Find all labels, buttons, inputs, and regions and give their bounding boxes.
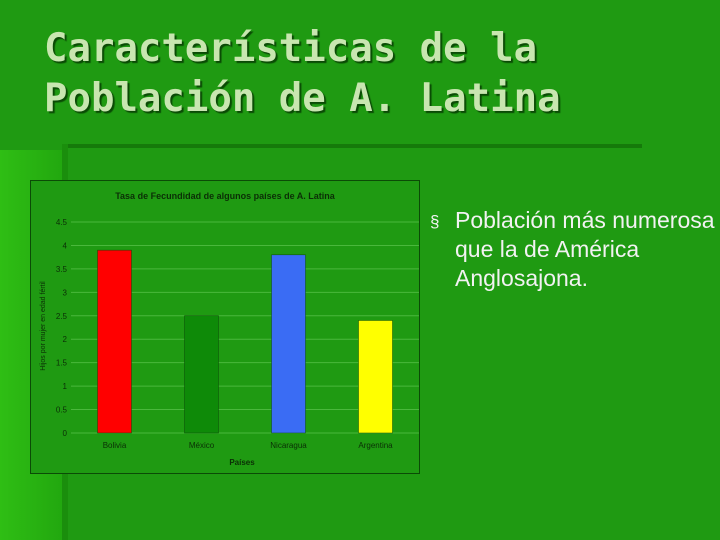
chart-y-ticks: 0 0.5 1 1.5 2 2.5 3 3.5 4 4.5 <box>56 218 68 438</box>
chart-bars <box>97 249 393 434</box>
y-tick-label: 1.5 <box>56 359 68 368</box>
y-tick-label: 0.5 <box>56 406 68 415</box>
y-tick-label: 2 <box>63 335 68 344</box>
bullet-text: Población más numerosa que la de América… <box>455 207 715 291</box>
bar-2 <box>271 254 306 434</box>
y-tick-label: 2.5 <box>56 312 68 321</box>
slide-title-line-1: Características de la <box>44 26 538 71</box>
bar-1 <box>184 315 219 434</box>
slide-title-line-2: Población de A. Latina <box>44 76 561 121</box>
y-tick-label: 4.5 <box>56 218 68 227</box>
y-tick-label: 3.5 <box>56 265 68 274</box>
x-tick-label: México <box>189 441 215 450</box>
slide-title: Características de la Población de A. La… <box>44 24 561 124</box>
fertility-bar-chart: Tasa de Fecundidad de algunos países de … <box>30 180 420 474</box>
bullet-marker-icon: § <box>430 212 440 231</box>
x-tick-label: Nicaragua <box>270 441 307 450</box>
chart-title: Tasa de Fecundidad de algunos países de … <box>115 191 336 201</box>
bar-3 <box>358 320 393 434</box>
x-axis-title: Países <box>229 458 255 467</box>
bullet-item: § Población más numerosa que la de Améri… <box>430 206 715 293</box>
y-tick-label: 4 <box>63 241 68 250</box>
y-tick-label: 3 <box>63 288 68 297</box>
x-tick-label: Bolivia <box>103 441 127 450</box>
background-top-line <box>62 144 642 148</box>
chart-svg: Tasa de Fecundidad de algunos países de … <box>40 191 419 467</box>
y-axis-title: Hijos por mujer en edad fértil <box>40 281 47 371</box>
chart-x-ticks: Bolivia México Nicaragua Argentina <box>103 441 393 450</box>
x-tick-label: Argentina <box>358 441 393 450</box>
bullet-list: § Población más numerosa que la de Améri… <box>430 206 715 293</box>
y-tick-label: 0 <box>63 429 68 438</box>
y-tick-label: 1 <box>63 382 68 391</box>
bar-0 <box>97 249 132 434</box>
